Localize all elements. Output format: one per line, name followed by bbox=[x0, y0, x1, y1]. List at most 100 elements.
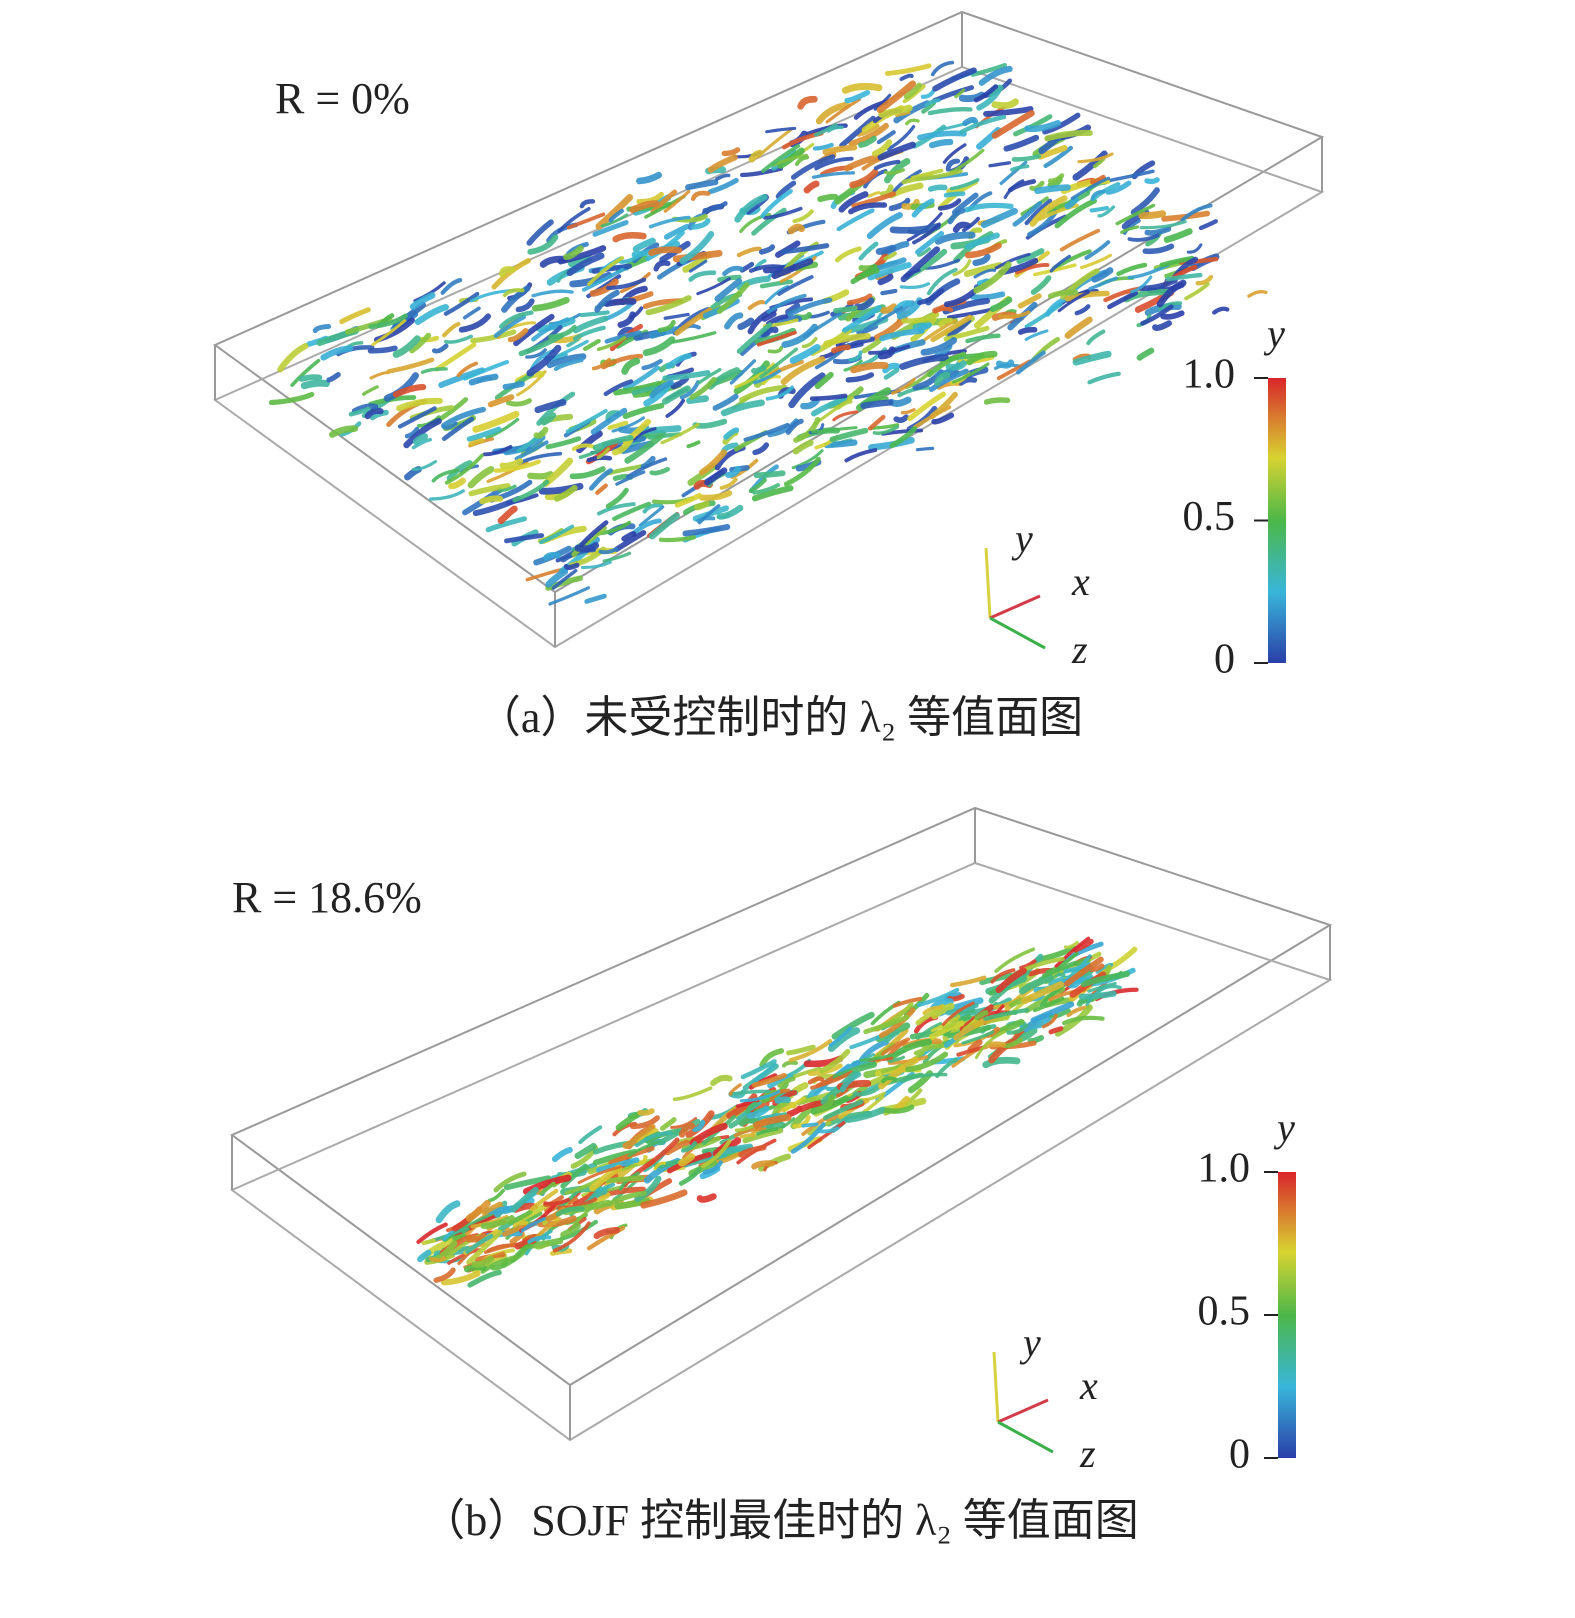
vortex bbox=[1061, 941, 1104, 964]
vortex bbox=[789, 343, 821, 364]
vortex bbox=[1186, 243, 1203, 254]
vortex bbox=[1047, 173, 1065, 184]
vortex bbox=[851, 191, 897, 209]
vortex bbox=[409, 292, 436, 310]
vortex bbox=[983, 397, 1011, 405]
vortex bbox=[812, 142, 834, 151]
vortex bbox=[752, 483, 780, 495]
vortex bbox=[983, 1041, 1007, 1050]
vortex bbox=[1247, 290, 1268, 298]
vortex bbox=[962, 216, 980, 233]
vortex bbox=[552, 1221, 591, 1253]
vortex bbox=[835, 399, 853, 410]
vortex bbox=[1030, 275, 1052, 295]
vortex bbox=[697, 367, 722, 385]
vortex bbox=[479, 495, 504, 505]
vortex bbox=[920, 89, 935, 99]
vortex bbox=[411, 460, 438, 471]
vortex bbox=[1029, 195, 1068, 227]
vortex bbox=[587, 256, 625, 286]
vortex bbox=[512, 1220, 529, 1228]
vortex bbox=[973, 268, 997, 279]
vortex bbox=[637, 1108, 655, 1116]
vortex bbox=[670, 375, 690, 390]
vortex bbox=[505, 398, 532, 407]
vortex bbox=[409, 332, 432, 354]
vortex bbox=[867, 191, 882, 198]
vortex bbox=[878, 1007, 916, 1038]
vortex bbox=[671, 331, 717, 344]
caption: （a）未受控制时的 λ₂ 等值面图 bbox=[477, 693, 1083, 742]
vortex bbox=[550, 339, 589, 361]
vortex bbox=[802, 311, 843, 339]
vortex bbox=[444, 334, 473, 344]
vortex bbox=[268, 391, 315, 406]
vortex bbox=[748, 264, 786, 273]
vortex bbox=[814, 371, 834, 390]
vortex bbox=[681, 1141, 698, 1153]
vortex bbox=[905, 1051, 949, 1073]
vortex bbox=[487, 394, 515, 408]
vortex bbox=[592, 220, 629, 237]
vortex bbox=[998, 310, 1031, 319]
vortex bbox=[649, 466, 670, 476]
vortex bbox=[597, 502, 636, 516]
vortex bbox=[742, 1127, 784, 1144]
vortex bbox=[915, 230, 945, 255]
vortex bbox=[801, 1122, 819, 1128]
axis-label: y bbox=[1011, 516, 1033, 561]
vortex bbox=[907, 391, 947, 422]
vortex bbox=[603, 379, 634, 397]
vortex bbox=[988, 161, 1012, 168]
vortex bbox=[485, 417, 520, 440]
vortex bbox=[485, 516, 527, 533]
vortex bbox=[470, 329, 517, 344]
vortex bbox=[606, 277, 647, 291]
vortex bbox=[801, 336, 818, 349]
vortex bbox=[598, 547, 619, 555]
vortex bbox=[1184, 282, 1210, 301]
vortex bbox=[842, 304, 882, 333]
vortex bbox=[696, 1193, 717, 1203]
vortex bbox=[937, 317, 953, 328]
vortex bbox=[878, 104, 913, 118]
vortex bbox=[636, 191, 664, 205]
vortex bbox=[991, 110, 1035, 139]
vortex bbox=[752, 442, 770, 456]
vortex bbox=[557, 206, 591, 233]
vortex bbox=[658, 535, 697, 543]
vortex bbox=[560, 1222, 581, 1238]
vortex bbox=[514, 440, 549, 461]
vortex bbox=[1138, 210, 1167, 220]
vortex bbox=[1116, 262, 1148, 277]
vortex bbox=[901, 1072, 948, 1084]
vortex bbox=[1115, 203, 1156, 226]
vortex bbox=[724, 312, 744, 330]
vortex bbox=[1024, 198, 1053, 226]
vortex bbox=[734, 193, 768, 223]
vortex bbox=[498, 484, 517, 493]
vortex bbox=[411, 437, 432, 450]
vortex bbox=[823, 1099, 864, 1121]
vortex bbox=[740, 1059, 777, 1080]
vortex bbox=[834, 246, 862, 263]
vortex bbox=[1015, 263, 1050, 275]
vortex bbox=[1091, 267, 1114, 283]
vortex bbox=[629, 1115, 660, 1130]
vortex bbox=[604, 330, 642, 344]
vortex bbox=[659, 1117, 677, 1131]
vortex bbox=[499, 266, 516, 278]
vortex bbox=[729, 359, 757, 385]
vortex bbox=[441, 1270, 481, 1286]
vortex bbox=[738, 1117, 760, 1127]
vortex bbox=[933, 306, 954, 314]
vortex bbox=[1054, 1004, 1093, 1037]
vortex bbox=[747, 299, 766, 311]
colorbar-tick-label: 0 bbox=[1229, 1432, 1250, 1478]
vortex bbox=[686, 440, 701, 449]
vortex bbox=[856, 123, 880, 137]
vortex bbox=[481, 1201, 503, 1216]
vortex bbox=[1144, 177, 1160, 185]
